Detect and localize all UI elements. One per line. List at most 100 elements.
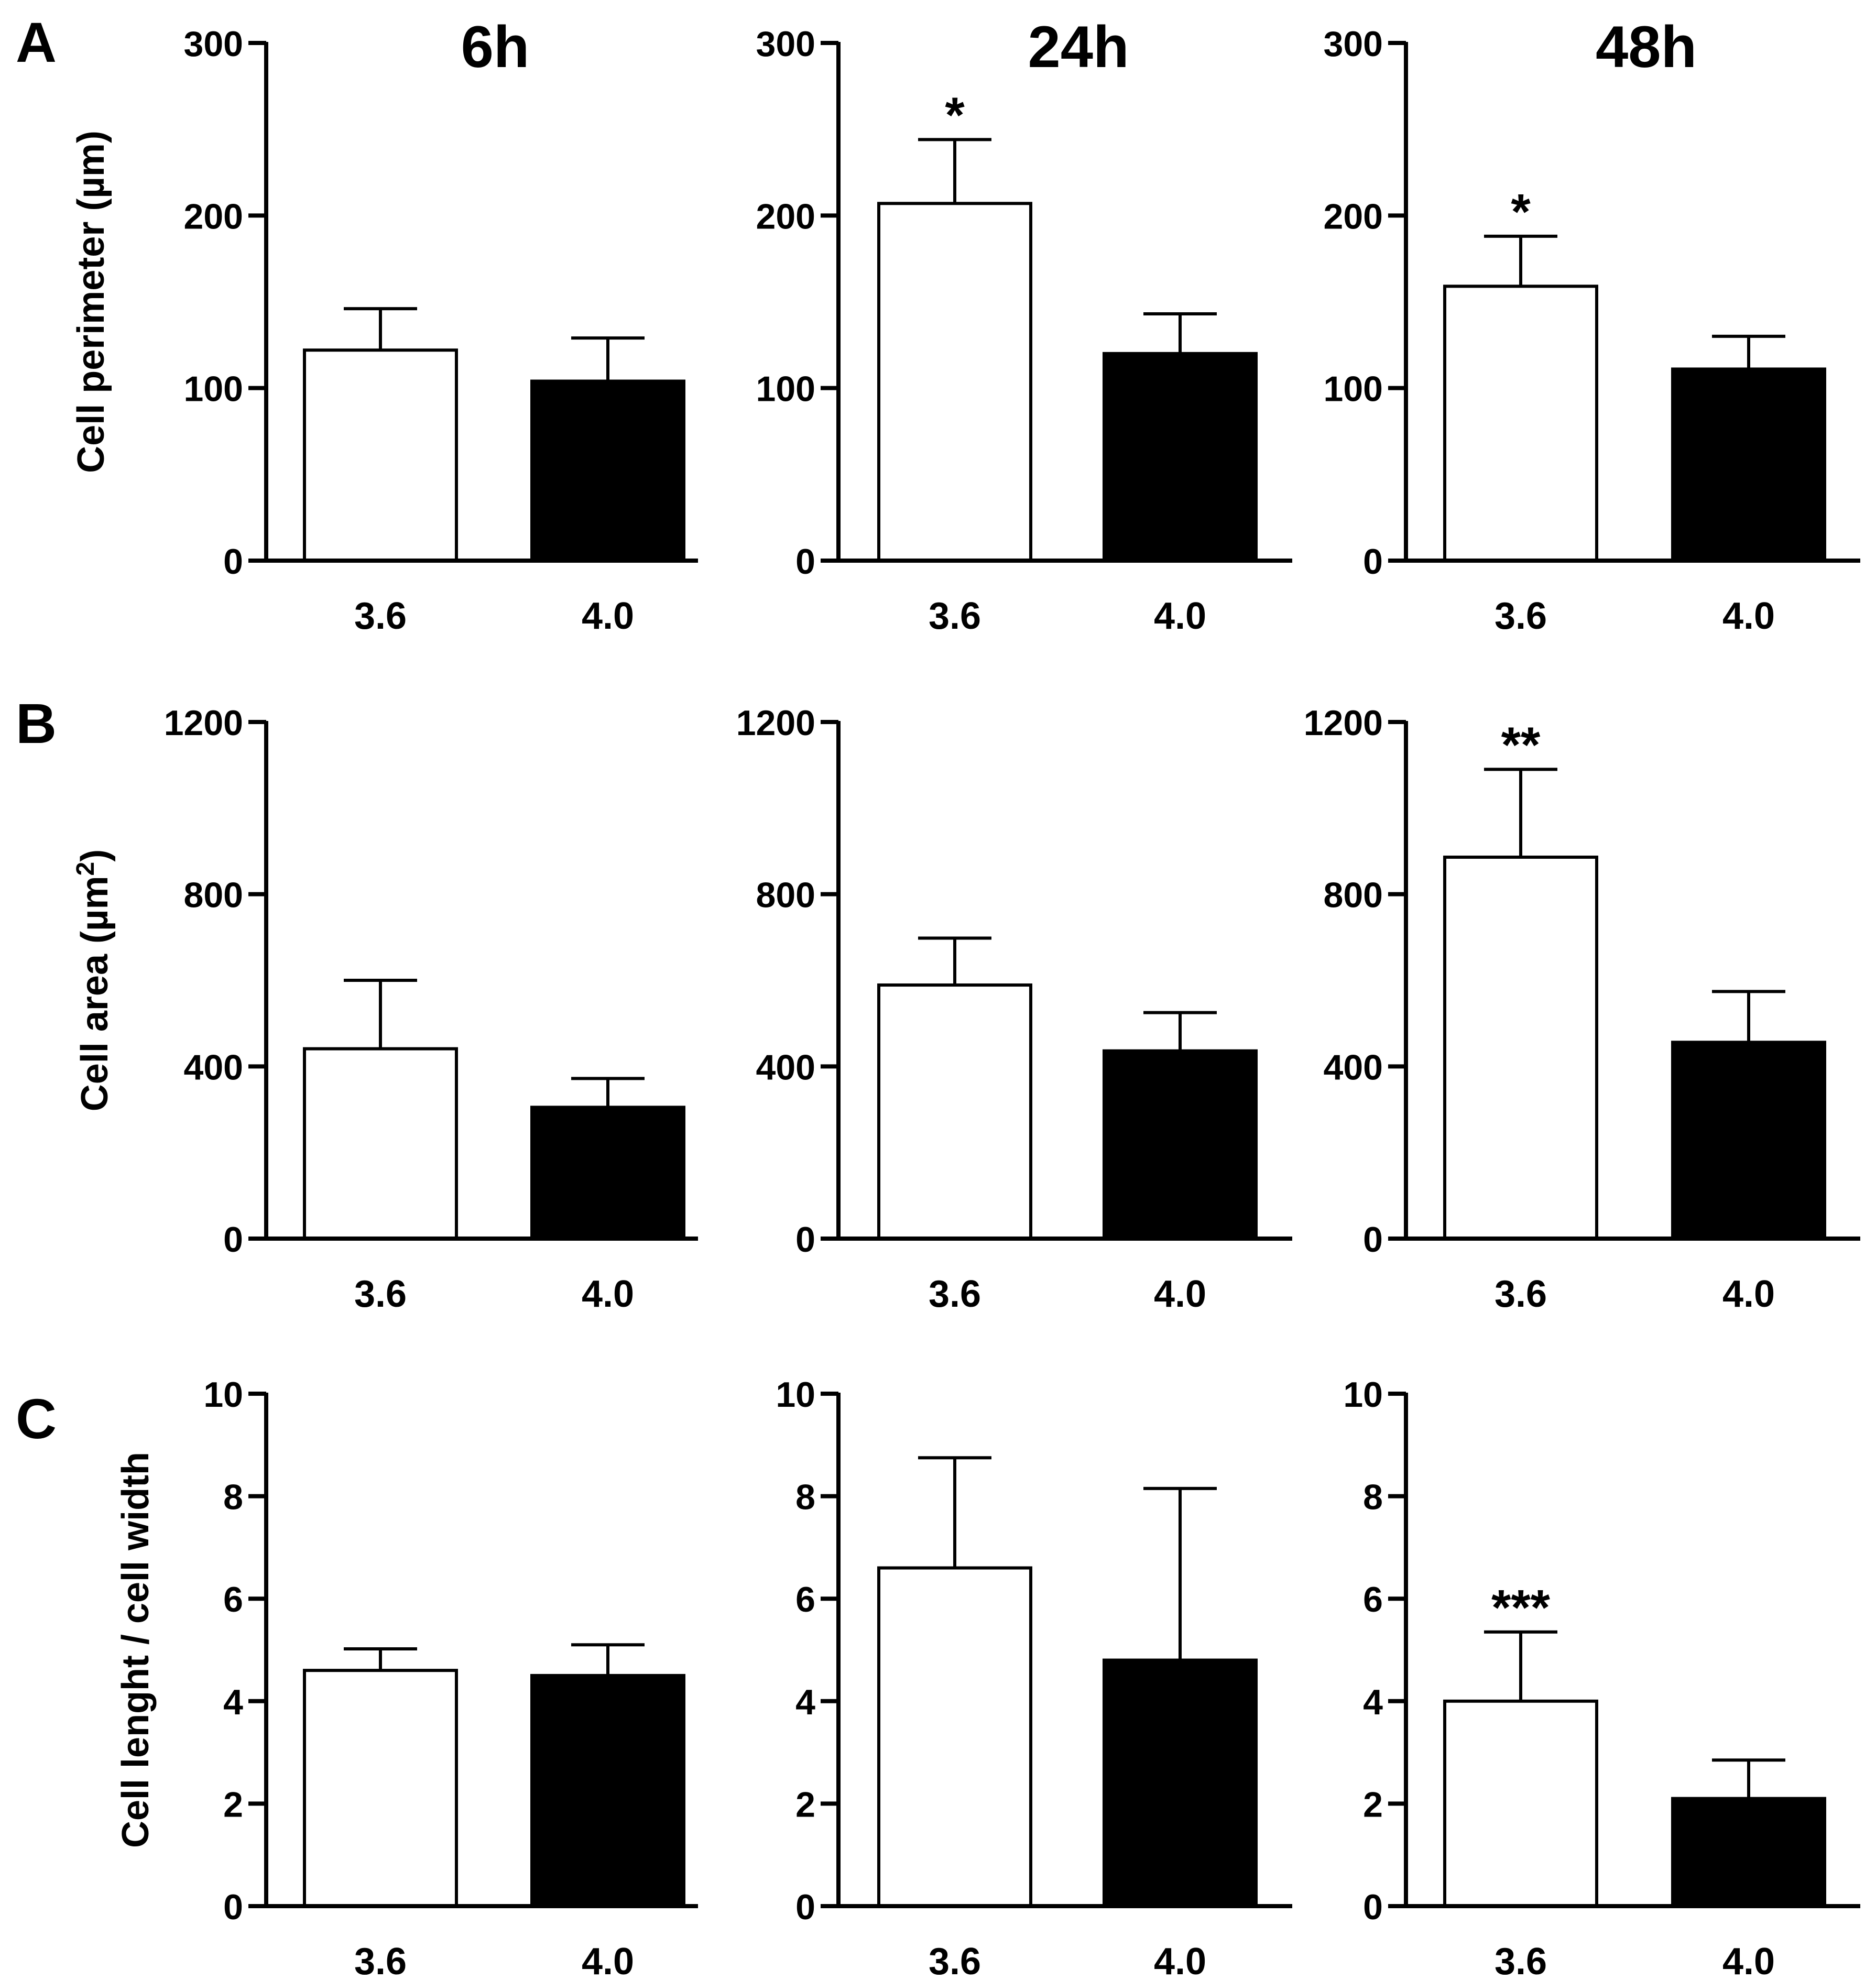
ytick-label-c-6h-6: 6 <box>223 1580 243 1620</box>
y-axis-label-c-6h: Cell lenght / cell width <box>115 1452 157 1848</box>
xtick-label-b-24h-4.0: 4.0 <box>1154 1273 1206 1315</box>
row-letter-c: C <box>16 1387 57 1450</box>
ytick-label-c-48h-10: 10 <box>1343 1375 1383 1415</box>
chart-panel-c-48h: *** 3.6 4.0 0 2 4 6 8 10 <box>1343 1375 1860 1980</box>
ytick-label-a-6h-100: 100 <box>184 369 243 409</box>
ytick-label-c-48h-0: 0 <box>1363 1887 1383 1927</box>
bar-b-6h-4.0 <box>530 1106 685 1240</box>
bar-a-24h-3.6 <box>877 202 1032 562</box>
xtick-label-c-24h-4.0: 4.0 <box>1154 1941 1206 1980</box>
ytick-label-c-6h-0: 0 <box>223 1887 243 1927</box>
bar-a-6h-3.6 <box>303 348 458 562</box>
y-axis-label-b-6h: Cell area (µm2) <box>72 849 116 1111</box>
bar-a-24h-4.0 <box>1103 352 1258 562</box>
xtick-label-a-6h-4.0: 4.0 <box>582 595 634 637</box>
chart-panel-c-6h: 3.6 4.0 0 2 4 6 8 10 Cell lenght / cell width <box>115 1375 698 1980</box>
xtick-label-c-24h-3.6: 3.6 <box>929 1941 981 1980</box>
xtick-label-a-24h-3.6: 3.6 <box>929 595 981 637</box>
chart-title-a-6h: 6h <box>461 14 530 80</box>
ytick-label-b-48h-400: 400 <box>1324 1047 1383 1087</box>
ytick-label-a-48h-200: 200 <box>1324 196 1383 236</box>
bar-c-6h-3.6 <box>303 1669 458 1908</box>
xtick-label-b-24h-3.6: 3.6 <box>929 1273 981 1315</box>
bar-c-24h-3.6 <box>877 1566 1032 1908</box>
ytick-label-b-6h-1200: 1200 <box>164 703 243 743</box>
y-axis-label-a-6h: Cell perimeter (µm) <box>70 130 112 473</box>
xtick-label-c-48h-4.0: 4.0 <box>1722 1941 1775 1980</box>
xtick-label-a-24h-4.0: 4.0 <box>1154 595 1206 637</box>
xtick-label-b-6h-4.0: 4.0 <box>582 1273 634 1315</box>
ytick-label-a-24h-100: 100 <box>756 369 815 409</box>
chart-panel-c-24h: 3.6 4.0 0 2 4 6 8 10 <box>776 1375 1292 1980</box>
significance-a-48h: * <box>1511 184 1531 240</box>
ytick-label-b-24h-0: 0 <box>795 1220 815 1260</box>
ytick-label-c-6h-10: 10 <box>203 1375 243 1415</box>
bar-a-6h-4.0 <box>530 379 685 562</box>
bar-b-48h-4.0 <box>1671 1041 1826 1240</box>
ytick-label-c-24h-6: 6 <box>795 1580 815 1620</box>
ytick-label-c-6h-8: 8 <box>223 1478 243 1517</box>
bar-b-24h-4.0 <box>1103 1049 1258 1240</box>
xtick-label-a-48h-4.0: 4.0 <box>1722 595 1775 637</box>
ytick-label-a-6h-200: 200 <box>184 196 243 236</box>
ytick-label-b-6h-0: 0 <box>223 1220 243 1260</box>
chart-panel-b-6h: 3.6 4.0 0 400 800 1200 Cell area (µm2) <box>72 703 698 1315</box>
chart-panel-a-6h: 3.6 4.0 0 100 200 300 6h Cell perimeter (µm) <box>70 14 698 637</box>
ytick-label-c-24h-4: 4 <box>795 1682 815 1722</box>
ytick-label-c-24h-10: 10 <box>776 1375 815 1415</box>
bar-c-6h-4.0 <box>530 1673 685 1908</box>
bar-b-6h-3.6 <box>303 1047 458 1241</box>
ytick-label-b-6h-800: 800 <box>184 876 243 915</box>
xtick-label-b-6h-3.6: 3.6 <box>354 1273 407 1315</box>
ytick-label-b-48h-1200: 1200 <box>1304 703 1383 743</box>
ytick-label-c-24h-0: 0 <box>795 1887 815 1927</box>
chart-panel-b-24h: 3.6 4.0 0 400 800 1200 <box>736 703 1292 1315</box>
ytick-label-a-24h-200: 200 <box>756 196 815 236</box>
bar-b-24h-3.6 <box>877 983 1032 1240</box>
row-letter-a: A <box>16 10 57 74</box>
bar-a-48h-3.6 <box>1443 285 1598 562</box>
ytick-label-c-48h-2: 2 <box>1363 1785 1383 1824</box>
ytick-label-a-48h-0: 0 <box>1363 542 1383 582</box>
xtick-label-b-48h-3.6: 3.6 <box>1495 1273 1547 1315</box>
ytick-label-a-24h-300: 300 <box>756 24 815 64</box>
chart-title-a-24h: 24h <box>1028 14 1129 80</box>
ytick-label-c-48h-8: 8 <box>1363 1478 1383 1517</box>
ytick-label-a-48h-100: 100 <box>1324 369 1383 409</box>
ytick-label-b-24h-400: 400 <box>756 1047 815 1087</box>
ytick-label-c-24h-8: 8 <box>795 1478 815 1517</box>
ytick-label-c-6h-4: 4 <box>223 1682 243 1722</box>
significance-a-24h: * <box>945 87 965 143</box>
ytick-label-c-6h-2: 2 <box>223 1785 243 1824</box>
row-letter-b: B <box>16 692 57 755</box>
ytick-label-a-6h-0: 0 <box>223 542 243 582</box>
ytick-label-b-24h-1200: 1200 <box>736 703 815 743</box>
ytick-label-b-24h-800: 800 <box>756 876 815 915</box>
ytick-label-c-48h-6: 6 <box>1363 1580 1383 1620</box>
ytick-label-c-24h-2: 2 <box>795 1785 815 1824</box>
bar-a-48h-4.0 <box>1671 367 1826 562</box>
ytick-label-b-48h-0: 0 <box>1363 1220 1383 1260</box>
ytick-label-a-48h-300: 300 <box>1324 24 1383 64</box>
bar-b-48h-3.6 <box>1443 856 1598 1240</box>
bar-c-48h-3.6 <box>1443 1699 1598 1908</box>
chart-panel-b-48h: ** 3.6 4.0 0 400 800 1200 <box>1304 703 1860 1315</box>
ytick-label-a-6h-300: 300 <box>184 24 243 64</box>
significance-b-48h: ** <box>1501 717 1541 773</box>
bar-c-48h-4.0 <box>1671 1797 1826 1908</box>
chart-panel-a-48h: * 3.6 4.0 0 100 200 300 48h <box>1324 14 1860 637</box>
ytick-label-c-48h-4: 4 <box>1363 1682 1383 1722</box>
chart-panel-a-24h: * 3.6 4.0 0 100 200 300 24h <box>756 14 1292 637</box>
chart-title-a-48h: 48h <box>1596 14 1697 80</box>
bar-c-24h-4.0 <box>1103 1658 1258 1908</box>
xtick-label-c-48h-3.6: 3.6 <box>1495 1941 1547 1980</box>
xtick-label-a-48h-3.6: 3.6 <box>1495 595 1547 637</box>
xtick-label-c-6h-3.6: 3.6 <box>354 1941 407 1980</box>
ytick-label-b-48h-800: 800 <box>1324 876 1383 915</box>
xtick-label-b-48h-4.0: 4.0 <box>1722 1273 1775 1315</box>
ytick-label-b-6h-400: 400 <box>184 1047 243 1087</box>
significance-c-48h: *** <box>1491 1580 1551 1636</box>
xtick-label-a-6h-3.6: 3.6 <box>354 595 407 637</box>
